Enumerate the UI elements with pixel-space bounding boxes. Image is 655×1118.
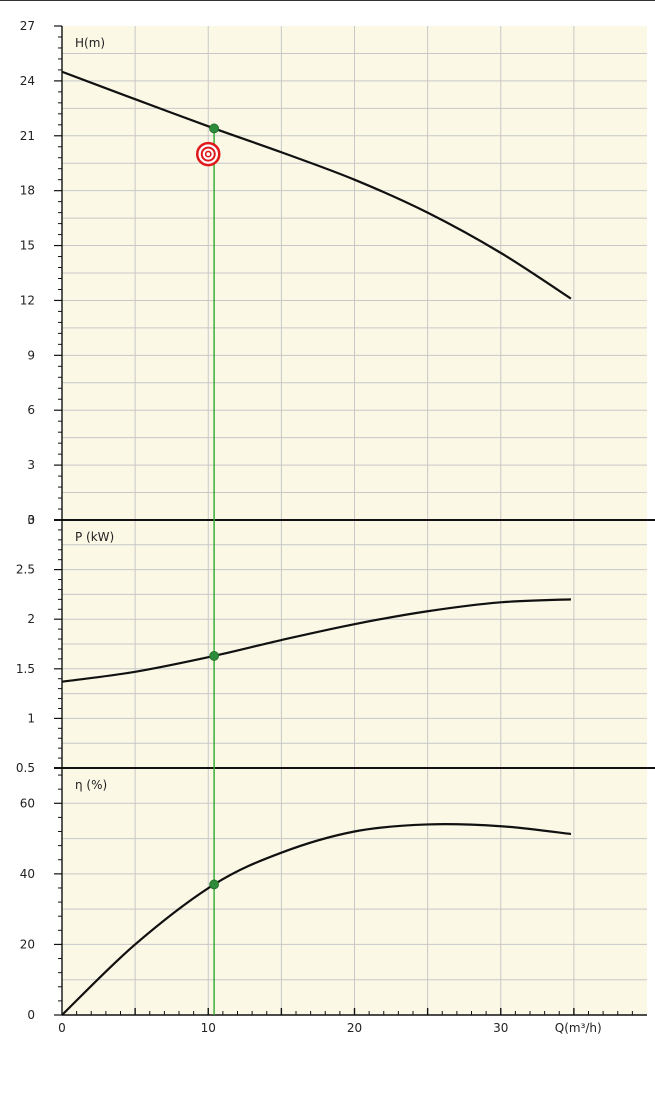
target-marker <box>196 141 221 167</box>
x-tick-label: 10 <box>201 1021 216 1035</box>
x-tick-label: 0 <box>58 1021 66 1035</box>
target-ring-inner <box>204 150 212 158</box>
y-tick-label-power: 1 <box>27 711 35 725</box>
y-tick-label-power: 3 <box>27 513 35 527</box>
operating-point-dot-efficiency <box>209 879 220 890</box>
panel-label-power: P (kW) <box>75 530 114 544</box>
y-tick-label-efficiency: 0 <box>27 1008 35 1022</box>
y-tick-label-head: 15 <box>20 239 35 253</box>
y-tick-label-power: 2 <box>27 612 35 626</box>
y-tick-label-power: 2.5 <box>16 563 35 577</box>
x-tick-label: 20 <box>347 1021 362 1035</box>
curve-efficiency-0 <box>61 823 572 1016</box>
y-tick-label-efficiency: 20 <box>20 937 35 951</box>
y-tick-label-head: 12 <box>20 293 35 307</box>
operating-point-dot-head <box>209 123 220 134</box>
panel-label-head: H(m) <box>75 36 105 50</box>
y-tick-label-head: 18 <box>20 184 35 198</box>
y-tick-label-head: 3 <box>27 458 35 472</box>
y-tick-label-power: 1.5 <box>16 662 35 676</box>
panel-label-efficiency: η (%) <box>75 778 107 792</box>
y-tick-label-head: 27 <box>20 19 35 33</box>
y-tick-label-power: 0.5 <box>16 761 35 775</box>
y-tick-label-head: 21 <box>20 129 35 143</box>
curve-power-0 <box>61 598 571 683</box>
y-tick-label-head: 6 <box>27 403 35 417</box>
y-tick-label-efficiency: 40 <box>20 867 35 881</box>
operating-point-dot-power <box>209 651 220 661</box>
y-tick-label-efficiency: 60 <box>20 796 35 810</box>
x-tick-label: 30 <box>493 1021 508 1035</box>
curve-head-0 <box>61 70 572 300</box>
x-axis-label: Q(m³/h) <box>555 1021 602 1035</box>
y-tick-label-head: 9 <box>27 348 35 362</box>
y-tick-label-head: 0 <box>27 513 35 527</box>
y-tick-label-head: 24 <box>20 74 35 88</box>
